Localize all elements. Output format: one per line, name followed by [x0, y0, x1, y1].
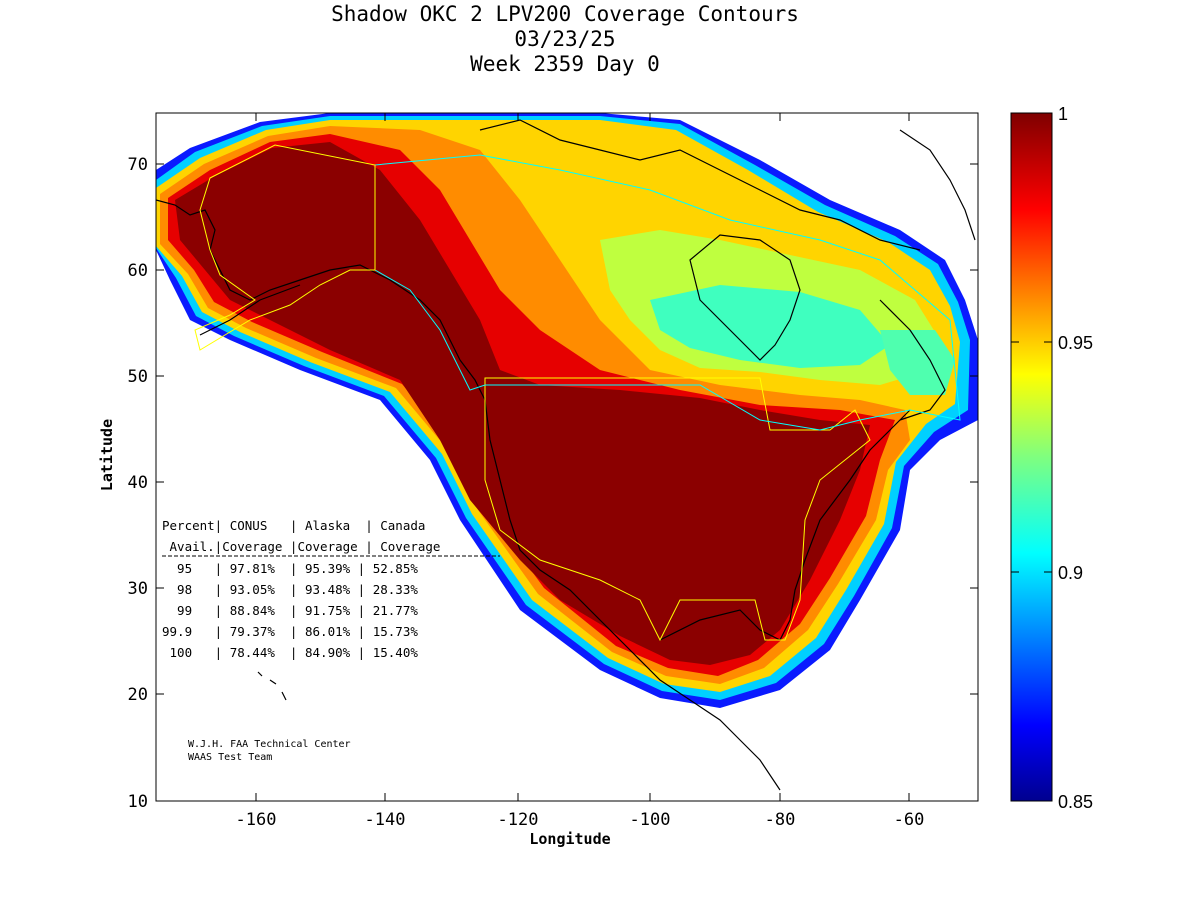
alaska-chain: [199, 284, 301, 336]
credit-line-1: W.J.H. FAA Technical Center: [188, 739, 351, 750]
alaska-outline: [194, 144, 376, 351]
labrador-cyan: [880, 330, 955, 395]
coverage-stats-table: Percent| CONUS | Alaska | Canada Avail.|…: [162, 518, 500, 660]
y-tick-label: 20: [128, 685, 148, 705]
y-tick-label: 60: [128, 261, 148, 281]
chart-week: Week 2359 Day 0: [470, 52, 660, 76]
stats-row: 99.9 | 79.37% | 86.01% | 15.73%: [162, 624, 418, 639]
stats-row: 98 | 93.05% | 93.48% | 28.33%: [162, 582, 418, 597]
coastlines: [156, 119, 976, 791]
colorbar-label: 0.9: [1058, 563, 1083, 583]
stats-header-1: Percent| CONUS | Alaska | Canada: [162, 518, 425, 533]
x-tick-label: -160: [236, 810, 277, 830]
y-ticks: [156, 163, 978, 802]
colorbar-label: 0.85: [1058, 792, 1093, 812]
stats-row: 99 | 88.84% | 91.75% | 21.77%: [162, 603, 418, 618]
colorbar-label: 1: [1058, 104, 1068, 124]
contour-1.00: [175, 142, 870, 665]
hudson-bay-core: [650, 285, 890, 368]
x-axis-title: Longitude: [529, 830, 610, 848]
x-tick-label: -120: [498, 810, 539, 830]
hawaii: [257, 671, 287, 701]
stats-row: 100 | 78.44% | 84.90% | 15.40%: [162, 645, 418, 660]
colorbar-label: 0.95: [1058, 333, 1093, 353]
coverage-contours: [156, 113, 978, 708]
colorbar-gradient: [1010, 112, 1053, 802]
x-ticks: [255, 113, 910, 801]
x-tick-label: -80: [765, 810, 796, 830]
y-tick-label: 40: [128, 473, 148, 493]
arctic-islands: [479, 119, 921, 251]
chart-date: 03/23/25: [514, 27, 616, 51]
hudson-bay-outline: [689, 234, 801, 361]
credit-line-2: WAAS Test Team: [188, 752, 272, 763]
colorbar-ticks: [1011, 341, 1052, 573]
y-tick-label: 70: [128, 155, 148, 175]
plot-frame: [155, 112, 979, 802]
colorbar: 1 0.95 0.9 0.85: [1010, 104, 1093, 812]
x-tick-label: -60: [894, 810, 925, 830]
west-coast: [459, 359, 781, 791]
y-tick-label: 50: [128, 367, 148, 387]
chart-title: Shadow OKC 2 LPV200 Coverage Contours: [331, 2, 799, 26]
stats-row: 95 | 97.81% | 95.39% | 52.85%: [162, 561, 418, 576]
gulf-coast: [659, 409, 911, 641]
stats-header-2: Avail.|Coverage |Coverage | Coverage: [162, 539, 440, 554]
y-tick-label: 30: [128, 579, 148, 599]
y-axis-title: Latitude: [98, 419, 116, 491]
y-tick-label: 10: [128, 792, 148, 812]
region-outlines: [194, 144, 961, 642]
greenland-coast: [899, 129, 976, 241]
x-tick-label: -140: [365, 810, 406, 830]
alaska-coast: [156, 199, 461, 361]
canada-outline: [374, 154, 961, 431]
x-tick-label: -100: [630, 810, 671, 830]
labrador-coast: [879, 299, 946, 421]
